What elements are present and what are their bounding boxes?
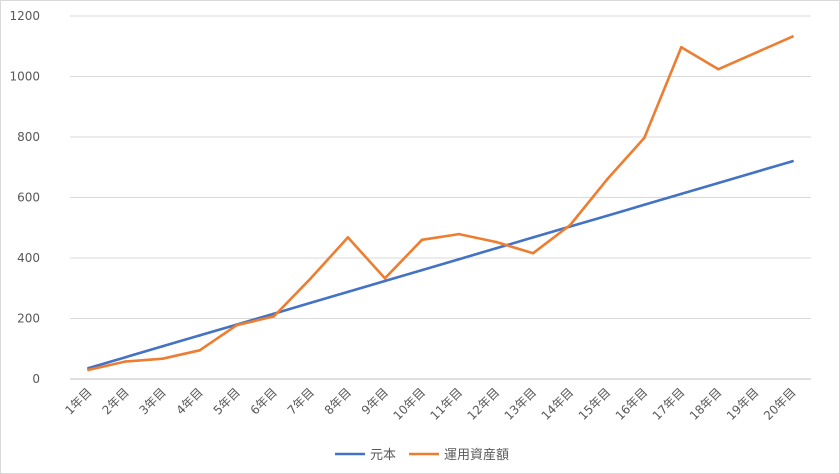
data-point bbox=[124, 360, 127, 363]
data-point bbox=[605, 214, 609, 217]
data-point bbox=[642, 203, 646, 207]
x-tick-label: 15年目 bbox=[576, 385, 614, 423]
y-tick-label: 200 bbox=[17, 312, 40, 326]
data-point bbox=[494, 247, 498, 250]
data-point bbox=[346, 290, 350, 294]
legend: 元本 運用資産額 bbox=[335, 447, 509, 463]
data-point bbox=[754, 51, 757, 55]
y-tick-label: 800 bbox=[17, 130, 40, 144]
data-point bbox=[754, 170, 757, 174]
series-line-0 bbox=[87, 159, 794, 370]
y-tick-label: 1000 bbox=[9, 70, 40, 84]
series-lines bbox=[87, 35, 794, 372]
data-point bbox=[680, 45, 683, 49]
gridlines bbox=[70, 15, 811, 380]
data-point bbox=[124, 355, 127, 359]
y-tick-label: 1200 bbox=[9, 9, 40, 23]
data-point bbox=[235, 323, 239, 327]
data-point bbox=[161, 357, 164, 361]
data-point bbox=[605, 178, 609, 181]
x-tick-label: 10年目 bbox=[390, 385, 428, 423]
data-point bbox=[161, 345, 164, 348]
x-tick-label: 6年目 bbox=[248, 385, 280, 417]
x-axis: 1年目 2年目 3年目 4年目 5年目 6年目 7年目 8年目 9年目 10年目 11年目 12年目 1… bbox=[62, 385, 798, 423]
x-tick-label: 17年目 bbox=[650, 385, 688, 423]
x-tick-label: 19年目 bbox=[724, 385, 762, 423]
x-tick-label: 12年目 bbox=[465, 385, 503, 423]
x-tick-label: 18年目 bbox=[687, 385, 725, 423]
y-tick-label: 600 bbox=[17, 191, 40, 205]
x-tick-label: 7年目 bbox=[285, 385, 317, 417]
data-point bbox=[531, 236, 535, 239]
data-point bbox=[717, 181, 720, 185]
data-point bbox=[198, 348, 201, 352]
data-point bbox=[531, 251, 535, 255]
y-tick-label: 400 bbox=[17, 251, 40, 265]
data-point bbox=[791, 159, 794, 163]
y-tick-label: 0 bbox=[32, 372, 40, 386]
x-tick-label: 2年目 bbox=[99, 385, 131, 417]
data-point bbox=[457, 257, 461, 261]
data-point bbox=[420, 268, 424, 272]
x-tick-label: 8年目 bbox=[322, 385, 354, 417]
data-point bbox=[494, 240, 498, 244]
x-tick-label: 11年目 bbox=[427, 385, 465, 423]
legend-label: 運用資産額 bbox=[444, 447, 509, 463]
data-point bbox=[198, 334, 201, 337]
legend-label: 元本 bbox=[370, 448, 396, 463]
data-point bbox=[272, 315, 276, 318]
data-point bbox=[383, 279, 387, 283]
x-tick-label: 16年目 bbox=[613, 385, 651, 423]
data-point bbox=[87, 368, 90, 372]
x-tick-label: 4年目 bbox=[174, 385, 206, 417]
x-tick-label: 13年目 bbox=[502, 385, 540, 423]
data-point bbox=[309, 301, 313, 305]
data-point bbox=[457, 232, 461, 236]
data-point bbox=[309, 276, 313, 280]
data-point bbox=[680, 192, 683, 196]
data-point bbox=[717, 67, 720, 71]
x-tick-label: 1年目 bbox=[62, 385, 94, 417]
x-tick-label: 3年目 bbox=[136, 385, 168, 417]
y-axis: 0 200 400 600 800 1000 1200 bbox=[9, 9, 40, 386]
data-point bbox=[642, 136, 646, 140]
data-point bbox=[346, 236, 350, 239]
series-line-1 bbox=[87, 35, 794, 372]
x-tick-label: 14年目 bbox=[539, 385, 577, 423]
data-point bbox=[791, 35, 794, 38]
data-point bbox=[383, 276, 387, 280]
x-tick-label: 9年目 bbox=[359, 385, 391, 417]
x-tick-label: 5年目 bbox=[211, 385, 243, 417]
data-point bbox=[568, 223, 572, 227]
data-point bbox=[420, 238, 424, 242]
x-tick-label: 20年目 bbox=[761, 385, 799, 423]
